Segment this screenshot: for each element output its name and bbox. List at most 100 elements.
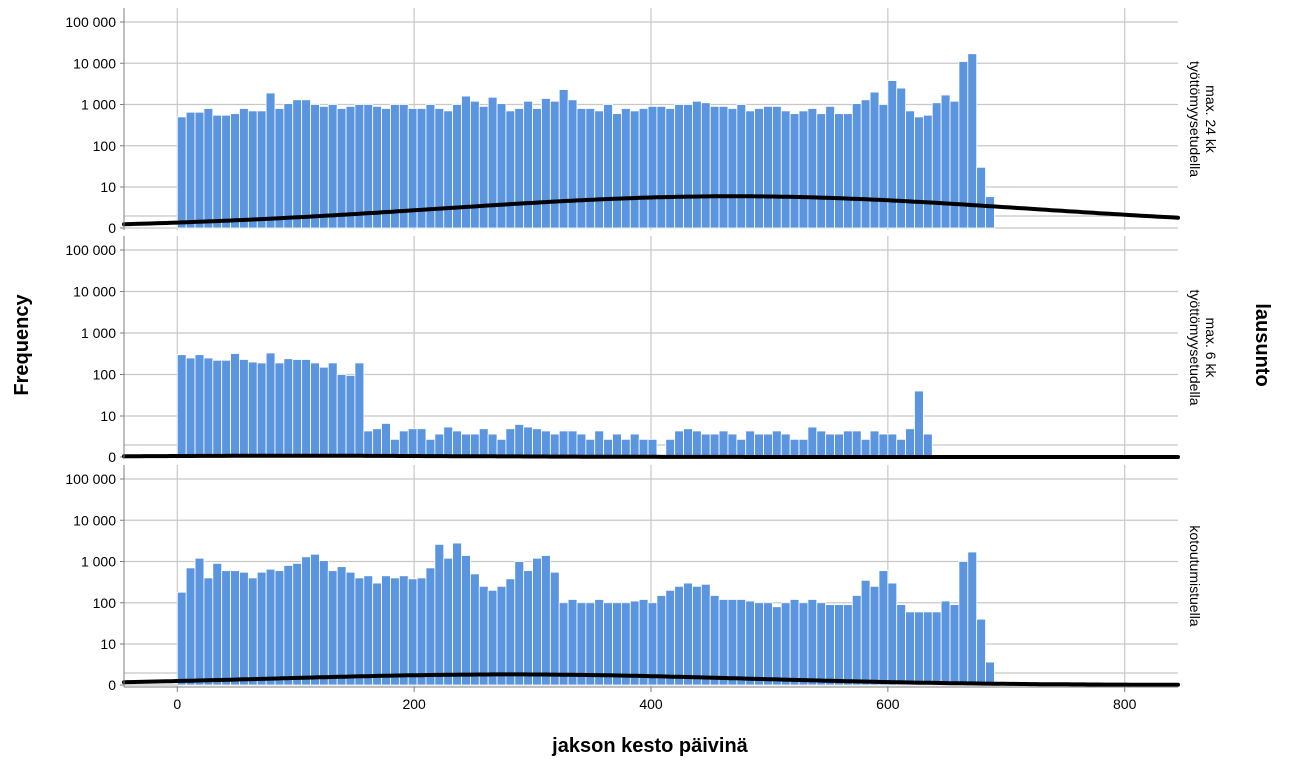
histogram-bar bbox=[576, 602, 587, 686]
x-tick-label: 400 bbox=[639, 696, 663, 712]
panel-label: kotoutumistuella bbox=[1187, 525, 1203, 626]
histogram-bar bbox=[354, 577, 365, 686]
histogram-bar bbox=[718, 105, 729, 229]
y-tick-label: 100 bbox=[93, 595, 117, 611]
histogram-bar bbox=[487, 96, 498, 229]
y-tick-label: 10 bbox=[100, 636, 116, 652]
y-tick-label: 10 bbox=[100, 408, 116, 424]
histogram-bar bbox=[789, 438, 800, 458]
histogram-bar bbox=[363, 430, 374, 458]
row-facet-title: lausunto bbox=[1251, 303, 1273, 386]
histogram-bar bbox=[860, 438, 871, 458]
histogram-bar bbox=[523, 570, 533, 686]
histogram-bar bbox=[514, 561, 525, 686]
histogram-bar bbox=[221, 114, 231, 229]
histogram-bar bbox=[763, 602, 773, 686]
histogram-bar bbox=[798, 602, 809, 686]
histogram-bar bbox=[985, 196, 995, 229]
histogram-bar bbox=[372, 105, 382, 229]
histogram-bar bbox=[620, 438, 631, 458]
histogram-bar bbox=[905, 611, 915, 686]
histogram-bar bbox=[603, 104, 613, 229]
histogram-bar bbox=[940, 600, 951, 686]
histogram-bar bbox=[176, 354, 187, 458]
histogram-bar bbox=[505, 578, 516, 686]
histogram-bar bbox=[905, 428, 915, 458]
histogram-bar bbox=[469, 100, 480, 229]
histogram-bar bbox=[647, 602, 658, 686]
histogram-bar bbox=[825, 604, 835, 686]
panel-label: työttömyysetudella bbox=[1187, 61, 1203, 177]
histogram-bar bbox=[878, 104, 889, 229]
histogram-bar bbox=[345, 375, 356, 458]
histogram-bar bbox=[585, 438, 596, 458]
histogram-bar bbox=[665, 438, 676, 458]
histogram-bar bbox=[896, 87, 907, 229]
histogram-bar bbox=[239, 359, 249, 458]
histogram-bar bbox=[345, 105, 356, 229]
histogram-bar bbox=[372, 428, 382, 458]
histogram-bar bbox=[816, 602, 827, 686]
histogram-bar bbox=[780, 602, 791, 686]
x-tick-label: 200 bbox=[402, 696, 426, 712]
histogram-bar bbox=[869, 430, 880, 458]
y-tick-label: 0 bbox=[108, 677, 116, 693]
histogram-bar bbox=[256, 110, 267, 229]
histogram-bar bbox=[319, 560, 329, 686]
y-tick-label: 0 bbox=[108, 449, 116, 465]
histogram-bar bbox=[914, 390, 924, 458]
panel-label: max. 6 kk bbox=[1203, 318, 1219, 379]
histogram-bar bbox=[780, 433, 791, 458]
histogram-bar bbox=[443, 426, 454, 458]
histogram-bar bbox=[807, 108, 818, 229]
histogram-bar bbox=[594, 430, 605, 458]
histogram-bar bbox=[416, 428, 427, 458]
histogram-bar bbox=[487, 433, 498, 458]
histogram-bar bbox=[985, 661, 995, 686]
histogram-bar bbox=[629, 110, 640, 229]
histogram-bar bbox=[727, 599, 738, 686]
histogram-bar bbox=[407, 578, 418, 686]
histogram-bar bbox=[736, 104, 747, 229]
y-tick-label: 10 000 bbox=[73, 284, 116, 300]
histogram-bar bbox=[754, 433, 764, 458]
histogram-bar bbox=[541, 555, 551, 686]
histogram-bar bbox=[221, 359, 231, 458]
y-tick-label: 0 bbox=[108, 220, 116, 236]
histogram-bar bbox=[283, 103, 294, 229]
histogram-bar bbox=[674, 585, 684, 686]
histogram-bar bbox=[887, 433, 898, 458]
histogram-bar bbox=[549, 571, 560, 686]
y-tick-label: 100 000 bbox=[65, 242, 116, 258]
histogram-bar bbox=[461, 555, 471, 686]
histogram-bar bbox=[576, 433, 587, 458]
histogram-bar bbox=[638, 108, 649, 229]
histogram-bar bbox=[416, 577, 427, 686]
histogram-bar bbox=[319, 105, 329, 229]
histogram-bar bbox=[931, 102, 942, 229]
histogram-bar bbox=[692, 100, 702, 229]
histogram-bar bbox=[922, 611, 933, 686]
histogram-bar bbox=[274, 570, 285, 686]
histogram-bar bbox=[256, 362, 267, 458]
histogram-bar bbox=[576, 108, 587, 229]
histogram-bar bbox=[603, 438, 613, 458]
histogram-bar bbox=[452, 542, 462, 686]
histogram-bar bbox=[700, 583, 711, 686]
histogram-bar bbox=[478, 105, 489, 229]
histogram-bar bbox=[398, 575, 409, 686]
histogram-bar bbox=[230, 570, 240, 686]
histogram-bar bbox=[851, 595, 862, 686]
panel-label: työttömyysetudella bbox=[1187, 290, 1203, 406]
histogram-bar bbox=[860, 579, 871, 686]
histogram-bar bbox=[878, 570, 889, 686]
histogram-bar bbox=[327, 570, 338, 686]
panel-1: 0 10 100 1 000 10 000 100 000 työttömyysetudel… bbox=[65, 8, 1219, 236]
histogram-bar bbox=[523, 100, 533, 229]
histogram-bar bbox=[239, 108, 249, 229]
histogram-bar bbox=[638, 599, 649, 686]
histogram-bar bbox=[887, 80, 898, 229]
histogram-bar bbox=[292, 562, 303, 686]
histogram-bar bbox=[558, 89, 569, 229]
